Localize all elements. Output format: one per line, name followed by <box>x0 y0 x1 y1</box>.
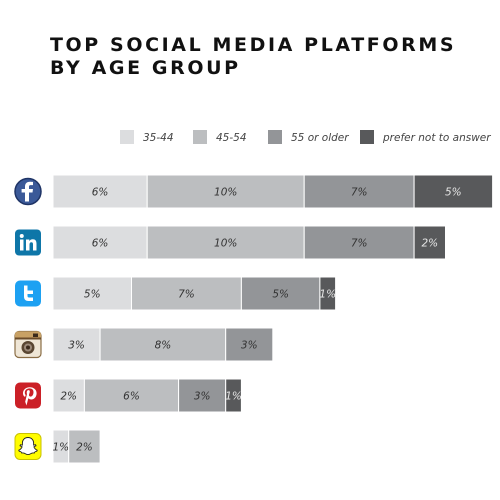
data-label: 2% <box>76 442 93 454</box>
legend-label: 35-44 <box>143 132 174 144</box>
data-label: 7% <box>178 289 195 301</box>
data-label: 6% <box>92 238 109 250</box>
chart-title: TOP SOCIAL MEDIA PLATFORMS BY AGE GROUP <box>50 34 456 80</box>
bar-segment <box>225 327 274 362</box>
bar-segment <box>52 174 148 209</box>
legend-swatch <box>268 130 282 144</box>
data-label: 1% <box>225 391 242 403</box>
bar-segment <box>83 378 180 413</box>
bar-segment <box>303 225 415 260</box>
data-label: 8% <box>155 340 172 352</box>
data-label: 5% <box>84 289 101 301</box>
bar-segment <box>413 174 494 209</box>
data-label: 2% <box>421 238 438 250</box>
data-label: 1% <box>53 442 70 454</box>
bar-row-twitter: 5% 7% 5% 1% <box>52 276 337 311</box>
data-label: 10% <box>214 187 237 199</box>
data-label: 7% <box>351 187 368 199</box>
legend-swatch <box>120 130 134 144</box>
data-label: 7% <box>351 238 368 250</box>
legend-item-3: prefer not to answer <box>360 130 491 144</box>
instagram-icon <box>14 330 42 359</box>
data-label: 2% <box>60 391 77 403</box>
bar-row-linkedin: 6% 10% 7% 2% <box>52 225 447 260</box>
data-label: 3% <box>68 340 85 352</box>
bar-segment <box>68 429 101 464</box>
legend-item-2: 55 or older <box>268 130 349 144</box>
bar-segment <box>319 276 337 311</box>
bar-segment <box>413 225 447 260</box>
data-label: 3% <box>194 391 211 403</box>
data-label: 1% <box>319 289 336 301</box>
bar-segment <box>52 378 85 413</box>
data-label: 3% <box>241 340 258 352</box>
data-label: 6% <box>123 391 140 403</box>
bar-segment <box>240 276 321 311</box>
chart-title-line-2: BY AGE GROUP <box>50 57 241 79</box>
bar-segment <box>303 174 415 209</box>
bar-row-snapchat: 1% 2% <box>52 429 101 464</box>
bar-row-pinterest: 2% 6% 3% 1% <box>52 378 242 413</box>
bar-segment <box>99 327 227 362</box>
legend-swatch <box>193 130 207 144</box>
bar-segment <box>225 378 242 413</box>
legend-label: 45-54 <box>216 132 247 144</box>
legend-swatch <box>360 130 374 144</box>
bar-row-facebook: 6% 10% 7% 5% <box>52 174 494 209</box>
pinterest-icon <box>15 382 41 409</box>
bar-segment <box>52 225 148 260</box>
chart-title-line-1: TOP SOCIAL MEDIA PLATFORMS <box>50 34 457 56</box>
data-label: 10% <box>214 238 237 250</box>
facebook-icon <box>14 177 42 206</box>
legend-label: 55 or older <box>291 132 349 144</box>
data-label: 6% <box>92 187 109 199</box>
data-label: 5% <box>272 289 289 301</box>
bar-segment <box>146 225 305 260</box>
legend-item-0: 35-44 <box>120 130 174 144</box>
bar-segment <box>52 276 132 311</box>
linkedin-icon <box>15 229 41 256</box>
legend-label: prefer not to answer <box>382 132 491 144</box>
twitter-icon <box>15 280 41 307</box>
data-label: 5% <box>445 187 462 199</box>
bar-row-instagram: 3% 8% 3% <box>52 327 274 362</box>
legend-item-1: 45-54 <box>193 130 247 144</box>
snapchat-icon <box>14 433 42 460</box>
